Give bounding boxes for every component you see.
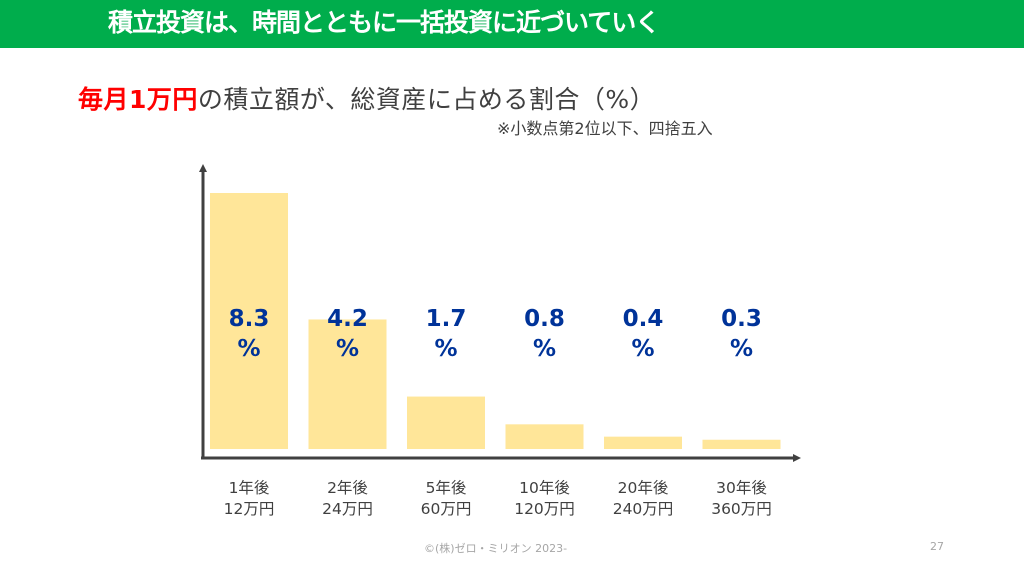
x-tick-amount: 12万円 [223,500,275,518]
data-label-value: 4.2 [327,306,368,332]
chart-title: 毎月1万円の積立額が、総資産に占める割合（%） [78,83,655,117]
x-tick-period: 20年後 [617,479,669,497]
bar-20年後 [604,436,682,449]
x-tick-period: 10年後 [519,479,570,497]
data-label-value: 8.3 [229,306,270,332]
data-label-unit: % [533,336,556,362]
x-tick-label: 5年後 60万円 [396,478,496,520]
x-tick-amount: 360万円 [711,500,772,518]
data-label-value: 0.3 [721,306,762,332]
x-tick-label: 20年後 240万円 [593,478,693,520]
data-label-unit: % [336,336,359,362]
bar-30年後 [702,439,781,449]
x-tick-amount: 240万円 [612,500,674,518]
x-tick-amount: 120万円 [514,500,575,518]
x-tick-period: 2年後 [327,479,368,497]
x-tick-period: 1年後 [228,479,270,497]
data-label-unit: % [631,336,654,362]
page-number: 27 [930,540,944,553]
slide-title: 積立投資は、時間とともに一括投資に近づいていく [108,8,660,37]
x-tick-amount: 60万円 [420,500,472,518]
copyright-footer: ©(株)ゼロ・ミリオン 2023- [424,542,568,555]
data-label-unit: % [434,336,457,362]
x-tick-label: 1年後 12万円 [199,478,299,520]
data-label-value: 0.4 [623,306,664,332]
bar-1年後 [210,193,288,449]
bar-5年後 [407,396,485,449]
x-tick-amount: 24万円 [322,500,373,518]
data-label-unit: % [237,336,260,362]
data-label-value: 1.7 [426,306,467,332]
x-tick-label: 2年後 24万円 [298,478,398,520]
data-label-unit: % [730,336,753,362]
rounding-note: ※小数点第2位以下、四捨五入 [497,119,713,138]
chart-title-highlight: 毎月1万円 [78,85,198,114]
bar-2年後 [308,319,387,449]
x-tick-period: 30年後 [716,479,767,497]
x-tick-period: 5年後 [425,479,467,497]
data-label-value: 0.8 [524,306,565,332]
chart-title-rest: の積立額が、総資産に占める割合（%） [197,85,656,114]
x-tick-label: 30年後 360万円 [692,478,792,520]
bar-10年後 [505,424,584,449]
x-tick-label: 10年後 120万円 [495,478,595,520]
header-bar: 積立投資は、時間とともに一括投資に近づいていく [0,0,1024,48]
